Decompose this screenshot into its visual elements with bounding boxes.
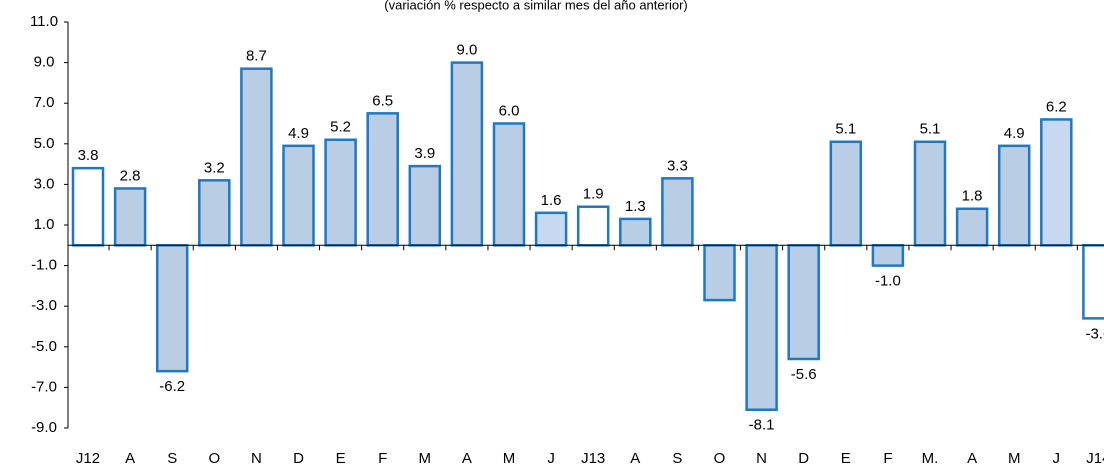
bar: [829, 140, 863, 247]
x-tick-label: N: [756, 450, 767, 466]
value-label: 4.9: [288, 125, 309, 142]
x-tick-label: J: [547, 450, 555, 466]
value-label: 5.2: [330, 119, 351, 136]
x-tick-label: J14: [1086, 450, 1104, 466]
y-tick-label: 9.0: [34, 54, 55, 71]
bar: [745, 244, 778, 411]
value-label: 2.8: [120, 167, 141, 184]
bar: [240, 67, 273, 247]
x-tick-label: J12: [76, 450, 100, 466]
chart-subtitle: (variación % respecto a similar mes del …: [384, 0, 687, 12]
x-tick-label: M.: [922, 450, 939, 466]
value-label: 6.0: [499, 102, 520, 119]
value-label: 6.2: [1046, 98, 1067, 115]
value-label: 5.1: [920, 121, 941, 138]
bar: [282, 144, 315, 247]
bar: [661, 177, 694, 247]
value-label: 1.3: [625, 198, 646, 215]
bar: [703, 244, 736, 302]
value-label: 9.0: [456, 42, 477, 59]
bar: [534, 211, 568, 247]
y-tick-label: 3.0: [34, 175, 55, 192]
x-tick-label: D: [798, 450, 809, 466]
y-tick-label: -1.0: [31, 257, 57, 274]
x-tick-label: E: [336, 450, 346, 466]
x-tick-label: J: [1053, 450, 1061, 466]
y-tick-label: 11.0: [30, 13, 58, 30]
x-tick-label: S: [672, 450, 682, 466]
x-tick-label: F: [378, 450, 387, 466]
x-tick-label: O: [208, 450, 220, 466]
bar: [408, 164, 442, 247]
y-tick-label: 7.0: [34, 94, 55, 111]
bar: [997, 144, 1031, 247]
y-tick-label: -7.0: [31, 378, 57, 395]
y-tick-label: -9.0: [31, 419, 57, 436]
value-label: 3.2: [204, 159, 225, 176]
bar: [366, 112, 399, 247]
value-label: -1.0: [875, 273, 901, 290]
bar: [619, 217, 652, 247]
x-tick-label: O: [714, 450, 726, 466]
value-label: 1.8: [962, 188, 983, 205]
value-label: -6.2: [159, 378, 185, 395]
bar: [955, 207, 989, 247]
value-label: 3.8: [78, 147, 99, 164]
value-label: 3.9: [414, 145, 435, 162]
x-tick-label: A: [125, 450, 135, 466]
x-tick-label: A: [967, 450, 977, 466]
x-tick-label: D: [293, 450, 304, 466]
x-tick-label: A: [630, 450, 640, 466]
x-tick-label: M: [503, 450, 516, 466]
x-tick-label: A: [462, 450, 472, 466]
bar: [113, 187, 147, 247]
bar: [871, 244, 905, 267]
x-tick-label: S: [167, 450, 177, 466]
bar: [324, 138, 357, 247]
value-label: 5.1: [835, 121, 856, 138]
value-label: 3.3: [667, 157, 688, 174]
y-tick-label: -3.0: [31, 297, 57, 314]
x-tick-label: F: [883, 450, 892, 466]
value-label: 6.5: [372, 92, 393, 109]
value-label: 1.6: [541, 192, 562, 209]
value-label: -8.1: [749, 417, 775, 434]
value-label: 8.7: [246, 48, 267, 65]
bar: [576, 205, 610, 247]
bar: [71, 166, 105, 247]
value-label: -5.6: [791, 366, 817, 383]
bar: [450, 61, 484, 247]
bar: [1040, 118, 1073, 247]
value-label: -3.6: [1085, 325, 1104, 342]
value-label: 1.9: [583, 186, 604, 203]
y-tick-label: -5.0: [31, 338, 57, 355]
x-tick-label: M: [1008, 450, 1021, 466]
bar: [492, 122, 526, 247]
y-tick-label: 1.0: [34, 216, 55, 233]
y-tick-label: 5.0: [34, 135, 55, 152]
bar: [1082, 244, 1104, 320]
bar: [787, 244, 820, 361]
value-label: 4.9: [1004, 125, 1025, 142]
x-tick-label: E: [841, 450, 851, 466]
x-tick-label: N: [251, 450, 262, 466]
bar: [155, 244, 189, 373]
bar: [913, 140, 947, 247]
x-tick-label: M: [419, 450, 432, 466]
x-tick-label: J13: [581, 450, 605, 466]
bar: [198, 179, 231, 247]
